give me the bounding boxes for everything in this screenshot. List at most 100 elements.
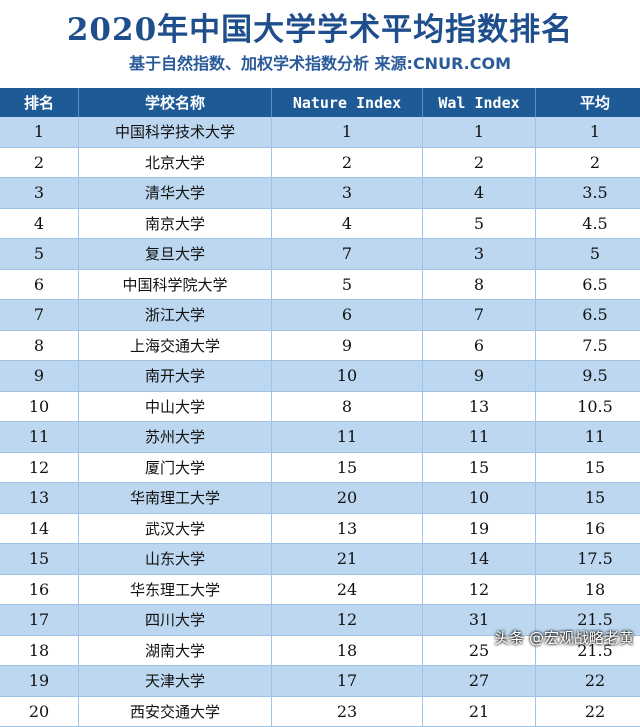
wal-index-cell: 27: [423, 666, 536, 697]
header-nature-index: Nature Index: [272, 88, 423, 117]
average-cell: 9.5: [536, 361, 640, 392]
rank-cell: 15: [0, 544, 79, 575]
header-wal-index: Wal Index: [423, 88, 536, 117]
rank-cell: 20: [0, 696, 79, 727]
wal-index-cell: 9: [423, 361, 536, 392]
rank-cell: 11: [0, 422, 79, 453]
school-name-cell: 西安交通大学: [79, 696, 272, 727]
wal-index-cell: 14: [423, 544, 536, 575]
rank-cell: 18: [0, 635, 79, 666]
table-header-row: 排名 学校名称 Nature Index Wal Index 平均: [0, 88, 640, 117]
nature-index-cell: 4: [272, 208, 423, 239]
nature-index-cell: 23: [272, 696, 423, 727]
average-cell: 5: [536, 239, 640, 270]
school-name-cell: 南开大学: [79, 361, 272, 392]
average-cell: 10.5: [536, 391, 640, 422]
wal-index-cell: 11: [423, 422, 536, 453]
page-title: 2020年中国大学学术平均指数排名: [0, 4, 640, 49]
header-school-name: 学校名称: [79, 88, 272, 117]
nature-index-cell: 1: [272, 117, 423, 147]
rank-cell: 17: [0, 605, 79, 636]
average-cell: 15: [536, 483, 640, 514]
nature-index-cell: 20: [272, 483, 423, 514]
wal-index-cell: 2: [423, 147, 536, 178]
average-cell: 18: [536, 574, 640, 605]
average-cell: 22: [536, 666, 640, 697]
rank-cell: 3: [0, 178, 79, 209]
school-name-cell: 中国科学院大学: [79, 269, 272, 300]
wal-index-cell: 21: [423, 696, 536, 727]
rank-cell: 16: [0, 574, 79, 605]
nature-index-cell: 3: [272, 178, 423, 209]
average-cell: 15: [536, 452, 640, 483]
average-cell: 1: [536, 117, 640, 147]
average-cell: 6.5: [536, 300, 640, 331]
nature-index-cell: 17: [272, 666, 423, 697]
wal-index-cell: 3: [423, 239, 536, 270]
school-name-cell: 清华大学: [79, 178, 272, 209]
wal-index-cell: 4: [423, 178, 536, 209]
rank-cell: 9: [0, 361, 79, 392]
average-cell: 6.5: [536, 269, 640, 300]
watermark-text: 头条 @宏观战略老黄: [494, 627, 634, 648]
rank-cell: 8: [0, 330, 79, 361]
rank-cell: 6: [0, 269, 79, 300]
nature-index-cell: 11: [272, 422, 423, 453]
school-name-cell: 天津大学: [79, 666, 272, 697]
school-name-cell: 上海交通大学: [79, 330, 272, 361]
header-average: 平均: [536, 88, 640, 117]
school-name-cell: 四川大学: [79, 605, 272, 636]
school-name-cell: 厦门大学: [79, 452, 272, 483]
school-name-cell: 北京大学: [79, 147, 272, 178]
wal-index-cell: 5: [423, 208, 536, 239]
average-cell: 22: [536, 696, 640, 727]
wal-index-cell: 13: [423, 391, 536, 422]
nature-index-cell: 9: [272, 330, 423, 361]
school-name-cell: 湖南大学: [79, 635, 272, 666]
nature-index-cell: 24: [272, 574, 423, 605]
nature-index-cell: 21: [272, 544, 423, 575]
rank-cell: 10: [0, 391, 79, 422]
school-name-cell: 苏州大学: [79, 422, 272, 453]
nature-index-cell: 15: [272, 452, 423, 483]
school-name-cell: 复旦大学: [79, 239, 272, 270]
wal-index-cell: 1: [423, 117, 536, 147]
nature-index-cell: 13: [272, 513, 423, 544]
wal-index-cell: 6: [423, 330, 536, 361]
school-name-cell: 武汉大学: [79, 513, 272, 544]
average-cell: 16: [536, 513, 640, 544]
rank-cell: 13: [0, 483, 79, 514]
school-name-cell: 中山大学: [79, 391, 272, 422]
average-cell: 11: [536, 422, 640, 453]
nature-index-cell: 6: [272, 300, 423, 331]
average-cell: 2: [536, 147, 640, 178]
rank-cell: 12: [0, 452, 79, 483]
school-name-cell: 南京大学: [79, 208, 272, 239]
school-name-cell: 中国科学技术大学: [79, 117, 272, 147]
wal-index-cell: 15: [423, 452, 536, 483]
nature-index-cell: 12: [272, 605, 423, 636]
school-name-cell: 华南理工大学: [79, 483, 272, 514]
rank-cell: 4: [0, 208, 79, 239]
rank-cell: 14: [0, 513, 79, 544]
average-cell: 4.5: [536, 208, 640, 239]
average-cell: 7.5: [536, 330, 640, 361]
wal-index-cell: 19: [423, 513, 536, 544]
average-cell: 3.5: [536, 178, 640, 209]
wal-index-cell: 7: [423, 300, 536, 331]
rank-cell: 19: [0, 666, 79, 697]
